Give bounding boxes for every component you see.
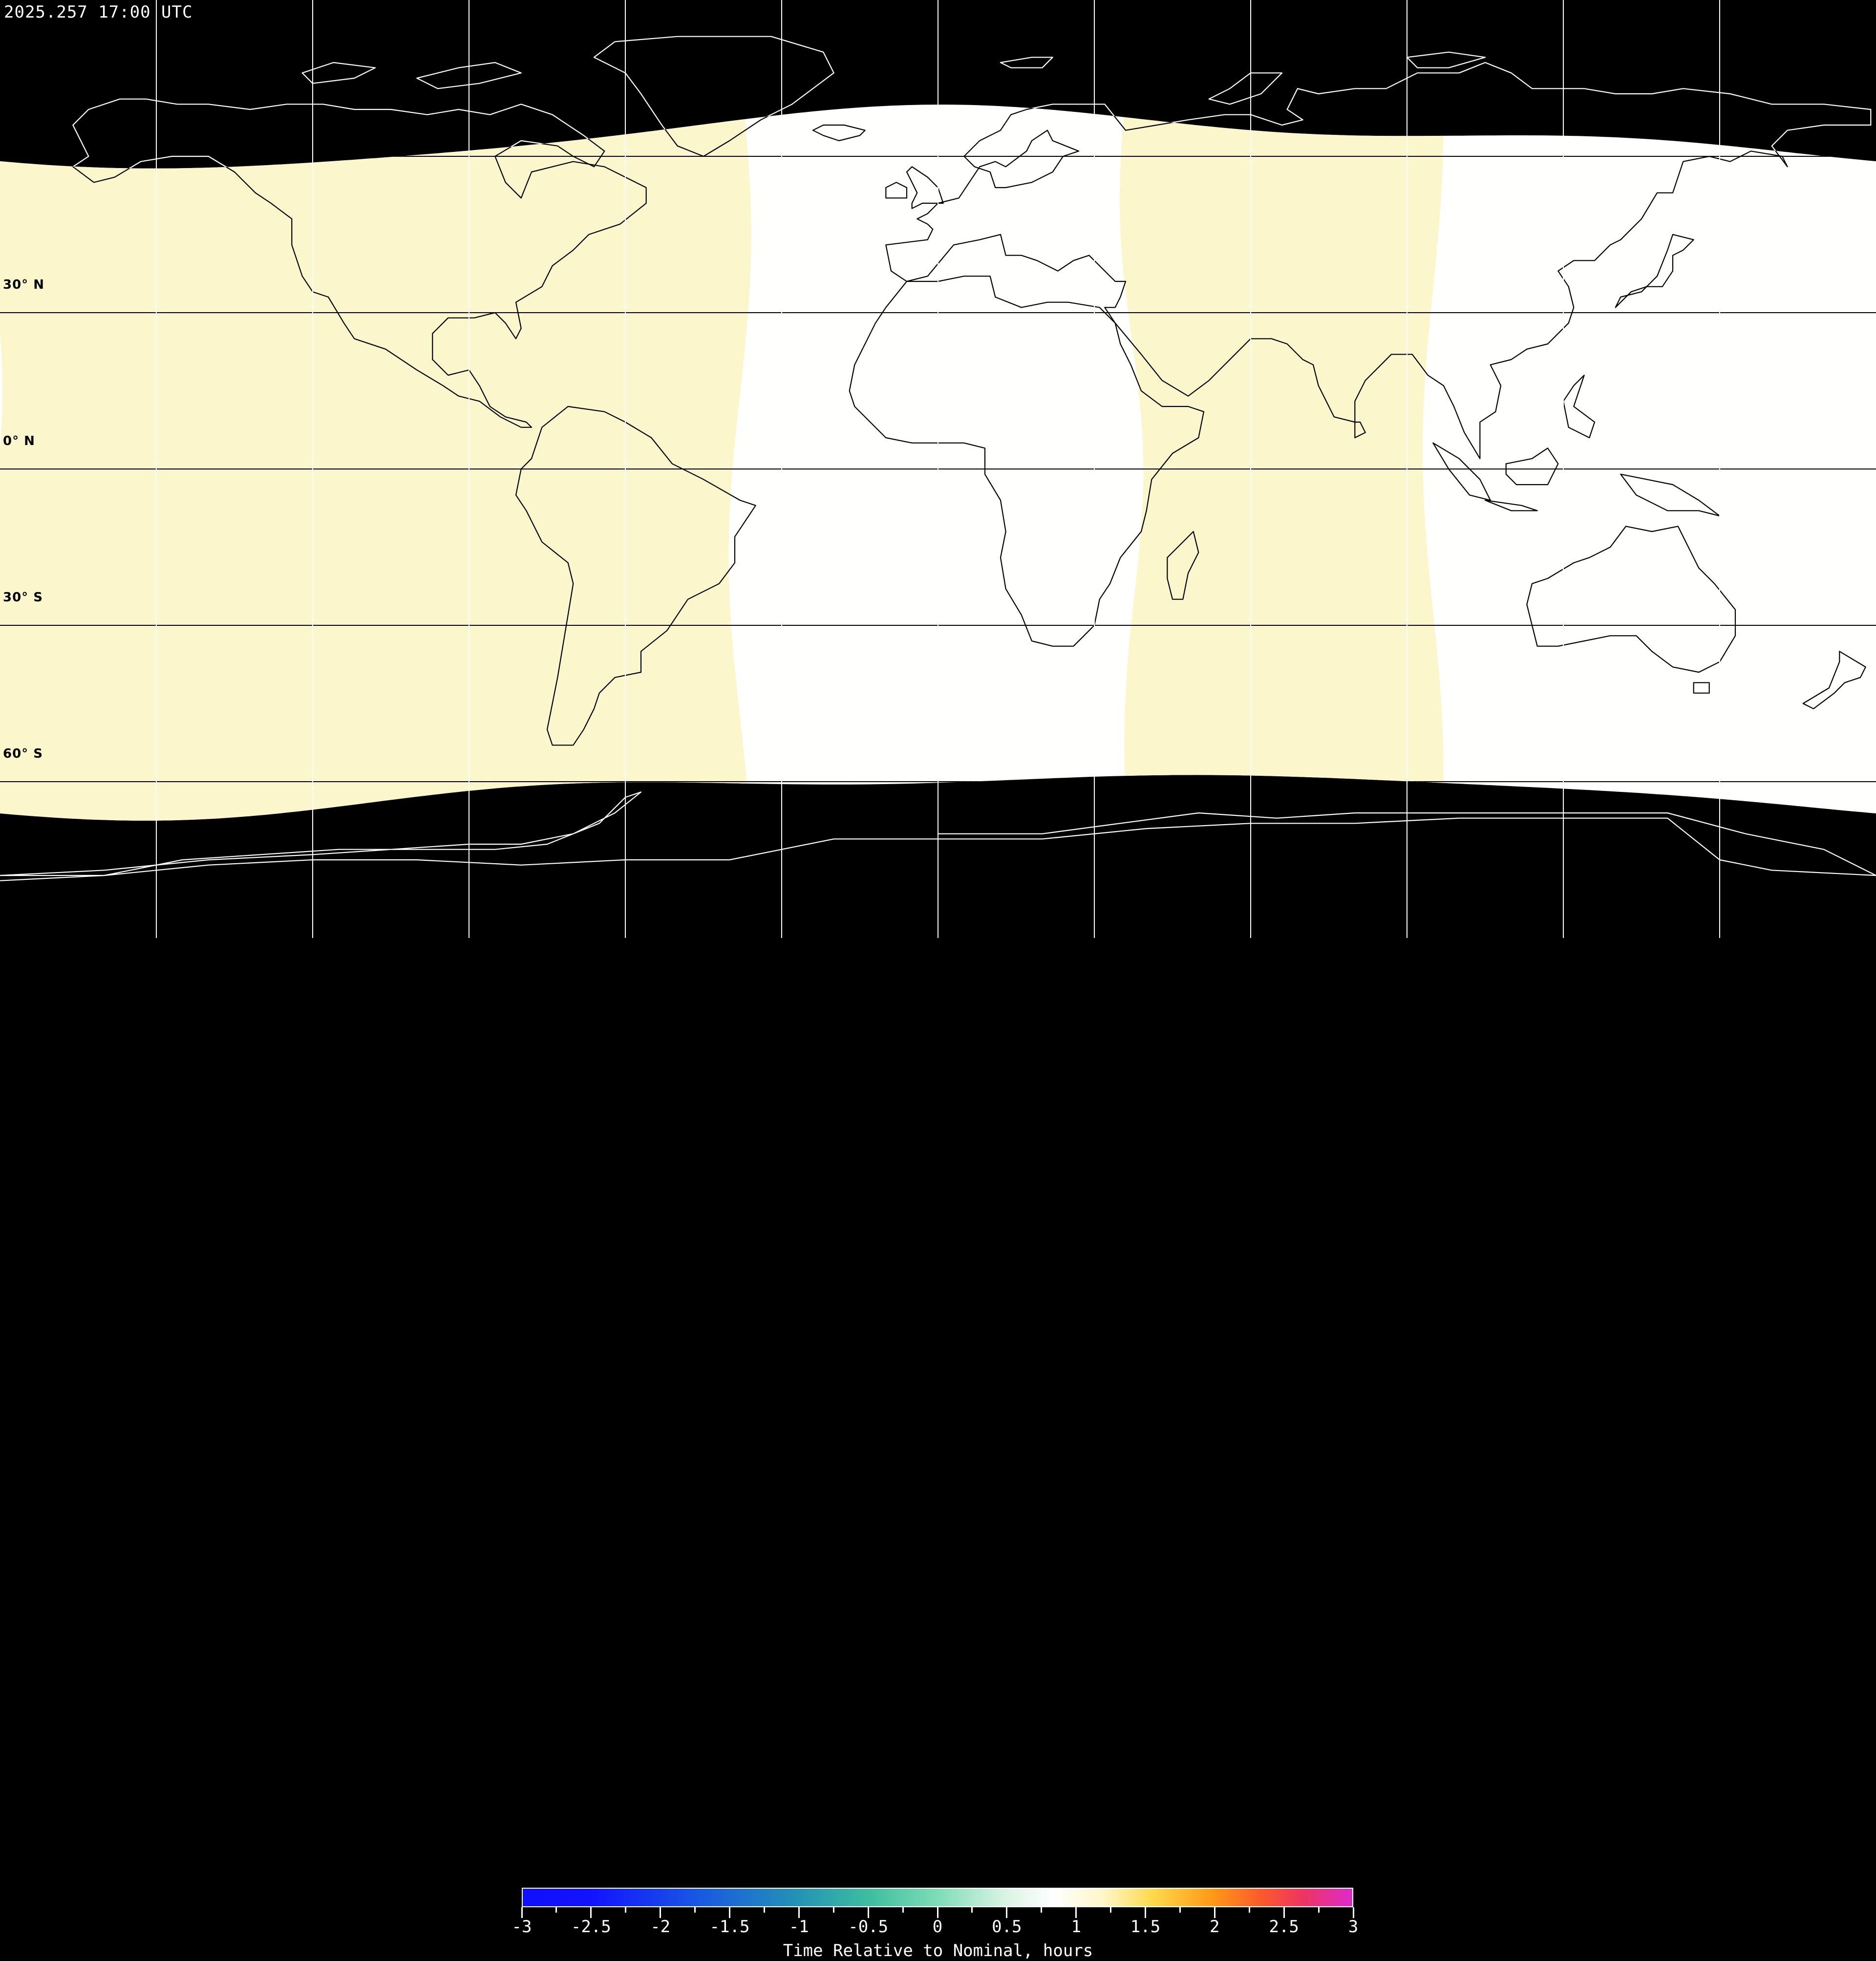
colorbar-tick: [1006, 1907, 1008, 1918]
colorbar-tick: [660, 1907, 661, 1918]
colorbar-tick-label: -1: [789, 1917, 809, 1937]
colorbar-tick: [1352, 1907, 1354, 1918]
colorbar-tick: [1110, 1907, 1112, 1913]
colorbar-tick-label: -2: [650, 1917, 671, 1937]
colorbar-tick: [1041, 1907, 1043, 1913]
colorbar-tick-label: 3: [1348, 1917, 1359, 1937]
colorbar-tick: [1075, 1907, 1077, 1918]
colorbar-tick-label: 2.5: [1269, 1917, 1299, 1937]
colorbar-gradient[interactable]: [522, 1888, 1353, 1907]
colorbar-tick-label: -0.5: [848, 1917, 889, 1937]
colorbar-panel: -3 -2.5 -2 -1.5 -1 -0.5 0 0.5 1 1.5 2 2.5 3 Time Rel…: [0, 938, 1876, 1961]
colorbar-tick-label: 1.5: [1130, 1917, 1161, 1937]
world-map-svg: [0, 0, 1876, 938]
colorbar-tick-label: 0: [932, 1917, 943, 1937]
colorbar-tick-label: -2.5: [571, 1917, 611, 1937]
colorbar-tick: [867, 1907, 869, 1918]
colorbar-tick: [1248, 1907, 1250, 1913]
colorbar-tick-label: 0.5: [992, 1917, 1022, 1937]
colorbar-tick-label: -1.5: [709, 1917, 750, 1937]
colorbar-tick: [798, 1907, 800, 1918]
colorbar-tick: [1283, 1907, 1285, 1918]
colorbar-tick: [1145, 1907, 1146, 1918]
colorbar-ticks: [521, 1907, 1354, 1918]
colorbar-tick: [694, 1907, 696, 1913]
colorbar-tick: [902, 1907, 904, 1913]
page-title: 2025.257 17:00 UTC: [4, 2, 193, 22]
colorbar-caption: Time Relative to Nominal, hours: [783, 1941, 1093, 1961]
colorbar-tick: [1318, 1907, 1320, 1913]
colorbar-tick: [763, 1907, 765, 1913]
colorbar-tick: [729, 1907, 730, 1918]
colorbar-tick: [521, 1907, 523, 1918]
colorbar-tick-label: -3: [512, 1917, 532, 1937]
colorbar-tick: [590, 1907, 592, 1918]
colorbar-tick: [625, 1907, 627, 1913]
colorbar-tick: [1179, 1907, 1181, 1913]
colorbar-tick-label: 2: [1210, 1917, 1220, 1937]
colorbar-tick: [971, 1907, 973, 1913]
colorbar-tick: [832, 1907, 834, 1913]
world-map-panel[interactable]: 60° N 30° N 0° N 30° S 60° S: [0, 0, 1876, 938]
colorbar-tick-label: 1: [1071, 1917, 1081, 1937]
graticule-polar: [156, 0, 1720, 938]
colorbar-tick: [937, 1907, 938, 1918]
colorbar-tick-labels: -3 -2.5 -2 -1.5 -1 -0.5 0 0.5 1 1.5 2 2.5 3: [512, 1917, 1359, 1939]
colorbar-tick: [555, 1907, 557, 1913]
colorbar-tick: [1214, 1907, 1215, 1918]
